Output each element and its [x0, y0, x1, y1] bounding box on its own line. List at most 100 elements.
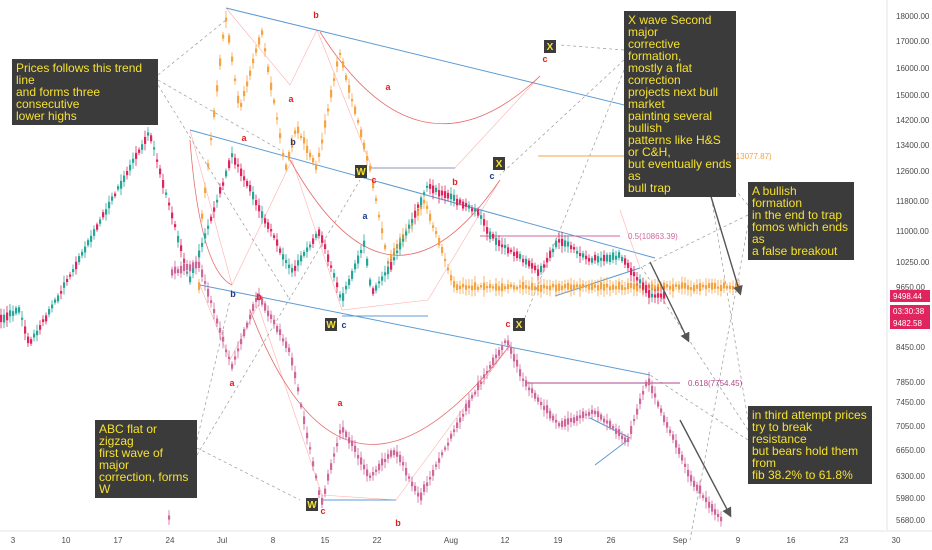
candle-body	[180, 245, 183, 251]
candle-body	[324, 488, 327, 494]
candle-body	[282, 152, 285, 157]
candle-body	[651, 293, 654, 298]
candle-body	[684, 282, 687, 289]
candle-body	[213, 207, 216, 212]
wave-label: X	[547, 42, 554, 53]
candle-body	[306, 145, 309, 153]
annotation-connector	[196, 447, 301, 501]
candle-body	[219, 327, 222, 333]
candle-body	[300, 403, 303, 408]
annotation-connector	[639, 214, 749, 269]
candle-body	[108, 201, 111, 209]
candle-body	[585, 255, 588, 260]
candle-body	[102, 212, 105, 218]
wave-arc	[319, 31, 541, 125]
candle-body	[624, 287, 627, 290]
candle-body	[312, 461, 315, 467]
candle-body	[519, 254, 522, 259]
wave-zigzag	[619, 209, 641, 269]
candle-body	[45, 315, 48, 322]
candle-body	[204, 233, 207, 239]
price-tick-label: 18000.00	[896, 12, 930, 21]
candle-body	[483, 282, 486, 290]
fib-label: 0.382(13077.87)	[713, 152, 772, 161]
candle-body	[588, 411, 591, 416]
time-axis[interactable]: 3 10 17 24 Jul 8 15 22 Aug 12 19 26 Sep 9 16 23 30	[0, 530, 932, 545]
candle-body	[420, 492, 423, 501]
wave-label: W	[326, 320, 336, 331]
candle-body	[105, 209, 108, 215]
candle-body	[672, 434, 675, 440]
candle-body	[621, 285, 624, 291]
wave-label: a	[385, 82, 391, 92]
candle-body	[390, 254, 393, 261]
candle-body	[24, 326, 27, 334]
candle-body	[273, 319, 276, 325]
annotation-connector	[196, 179, 361, 456]
candle-body	[693, 285, 696, 292]
fib-label: 0.618(7754.45)	[688, 379, 743, 388]
candle-body	[147, 132, 150, 136]
candle-body	[528, 387, 531, 391]
candle-body	[405, 467, 408, 476]
candle-body	[555, 284, 558, 292]
candle-body	[354, 106, 357, 114]
candle-body	[267, 310, 270, 317]
candle-body	[369, 165, 372, 171]
wave-label: a	[337, 398, 343, 408]
candle-body	[93, 229, 96, 236]
price-axis[interactable]: 18000.00 17000.00 16000.00 15000.00 14200.00…	[886, 0, 930, 530]
candle-body	[525, 258, 528, 265]
candle-body	[660, 293, 663, 298]
candle-body	[42, 319, 45, 322]
candle-body	[351, 270, 354, 279]
candle-body	[48, 309, 51, 315]
candle-body	[189, 264, 192, 272]
candle-body	[132, 158, 135, 163]
candle-body	[462, 201, 465, 209]
candle-body	[288, 151, 291, 160]
candle-body	[393, 257, 396, 261]
candle-body	[222, 182, 225, 186]
candle-body	[255, 199, 258, 206]
candle-body	[339, 52, 342, 55]
candle-body	[507, 284, 510, 289]
candle-body	[453, 429, 456, 432]
candle-body	[129, 164, 132, 171]
candle-body	[699, 283, 702, 292]
candle-body	[657, 401, 660, 407]
price-tick-label: 9650.00	[896, 283, 925, 292]
candle-body	[201, 269, 204, 278]
annotation-note: A bullish formation in the end to trap f…	[748, 182, 854, 260]
wave-label: b	[313, 10, 319, 20]
wave-label-box	[325, 318, 337, 331]
time-tick-label: Sep	[673, 536, 688, 545]
wave-label: a	[288, 94, 294, 104]
candle-body	[264, 48, 267, 52]
price-tick-label: 5680.00	[896, 516, 925, 525]
wave-zigzag	[225, 7, 541, 169]
candle-body	[639, 398, 642, 404]
price-tick-label: 11800.00	[896, 197, 929, 206]
candle-body	[564, 419, 567, 427]
candle-body	[0, 314, 3, 323]
candle-body	[15, 307, 18, 314]
candle-body	[540, 401, 543, 406]
candle-body	[609, 254, 612, 263]
candle-body	[303, 416, 306, 425]
candle-body	[414, 210, 417, 218]
candle-body	[198, 250, 201, 258]
candle-body	[420, 197, 423, 205]
candle-body	[33, 333, 36, 338]
candle-body	[315, 233, 318, 238]
candle-body	[300, 255, 303, 262]
price-tick-label: 17000.00	[896, 37, 930, 46]
candle-body	[630, 426, 633, 435]
candle-body	[423, 192, 426, 195]
candle-body	[291, 139, 294, 148]
candle-body	[282, 338, 285, 342]
candle-body	[504, 244, 507, 249]
candle-body	[486, 227, 489, 234]
candle-body	[609, 420, 612, 428]
candle-body	[339, 430, 342, 434]
